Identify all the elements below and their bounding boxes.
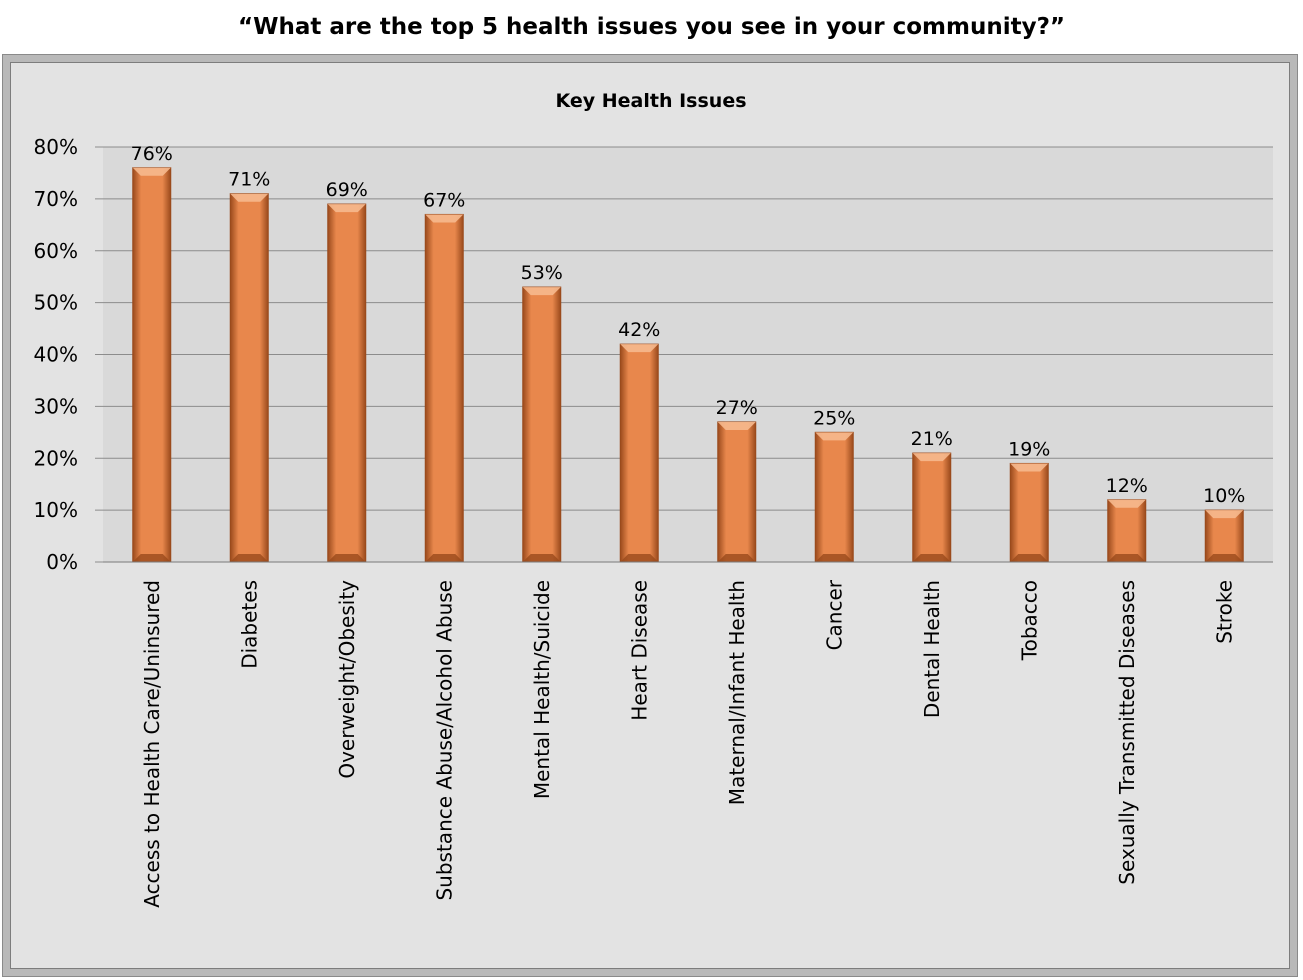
value-label: 27% xyxy=(716,397,758,419)
value-label: 53% xyxy=(521,262,563,284)
y-axis-ticks: 0% 10% 20% 30% 40% 50% 60% 70% 80% xyxy=(34,135,78,574)
value-label: 69% xyxy=(326,179,368,201)
chart-title: Key Health Issues xyxy=(555,90,746,112)
x-category-label: Mental Health/Suicide xyxy=(530,580,554,799)
x-category-label: Tobacco xyxy=(1017,580,1041,661)
bars xyxy=(132,167,1244,563)
bar xyxy=(1204,509,1244,563)
x-category-label: Heart Disease xyxy=(627,580,651,721)
value-label: 10% xyxy=(1203,485,1245,507)
value-labels: 76% 71% 69% 67% 53% 42% 27% 25% 21% 19% 12% 10% xyxy=(131,143,1246,507)
value-label: 71% xyxy=(228,169,270,191)
x-category-label: Sexually Transmitted Diseases xyxy=(1115,580,1139,885)
y-tick-label: 50% xyxy=(34,291,78,315)
value-label: 19% xyxy=(1008,438,1050,460)
bar xyxy=(717,421,757,563)
y-tick-label: 20% xyxy=(34,446,78,470)
x-category-label: Access to Health Care/Uninsured xyxy=(140,580,164,908)
value-label: 12% xyxy=(1106,475,1148,497)
y-tick-label: 60% xyxy=(34,239,78,263)
y-tick-label: 70% xyxy=(34,187,78,211)
value-label: 67% xyxy=(423,189,465,211)
page-title: “What are the top 5 health issues you se… xyxy=(237,14,1066,40)
value-label: 76% xyxy=(131,143,173,165)
bar xyxy=(912,452,952,563)
y-tick-label: 30% xyxy=(34,394,78,418)
bar xyxy=(1107,499,1147,563)
bar xyxy=(424,213,464,563)
x-category-label: Stroke xyxy=(1212,580,1236,644)
bar xyxy=(132,167,172,563)
y-tick-label: 0% xyxy=(46,550,78,574)
y-tick-label: 80% xyxy=(34,135,78,159)
bar xyxy=(229,193,269,563)
x-category-label: Overweight/Obesity xyxy=(335,580,359,779)
x-category-label: Substance Abuse/Alcohol Abuse xyxy=(432,580,456,901)
bar xyxy=(814,431,854,563)
x-category-label: Cancer xyxy=(822,579,846,650)
x-axis-labels: Access to Health Care/Uninsured Diabetes O… xyxy=(140,579,1237,908)
y-tick-label: 10% xyxy=(34,498,78,522)
bar xyxy=(619,343,659,563)
x-category-label: Maternal/Infant Health xyxy=(725,580,749,805)
bar xyxy=(327,203,367,563)
bar xyxy=(1009,462,1049,563)
value-label: 25% xyxy=(813,407,855,429)
x-category-label: Dental Health xyxy=(920,580,944,718)
value-label: 42% xyxy=(618,319,660,341)
value-label: 21% xyxy=(911,428,953,450)
bar xyxy=(522,286,562,563)
y-tick-label: 40% xyxy=(34,343,78,367)
x-category-label: Diabetes xyxy=(237,580,261,669)
